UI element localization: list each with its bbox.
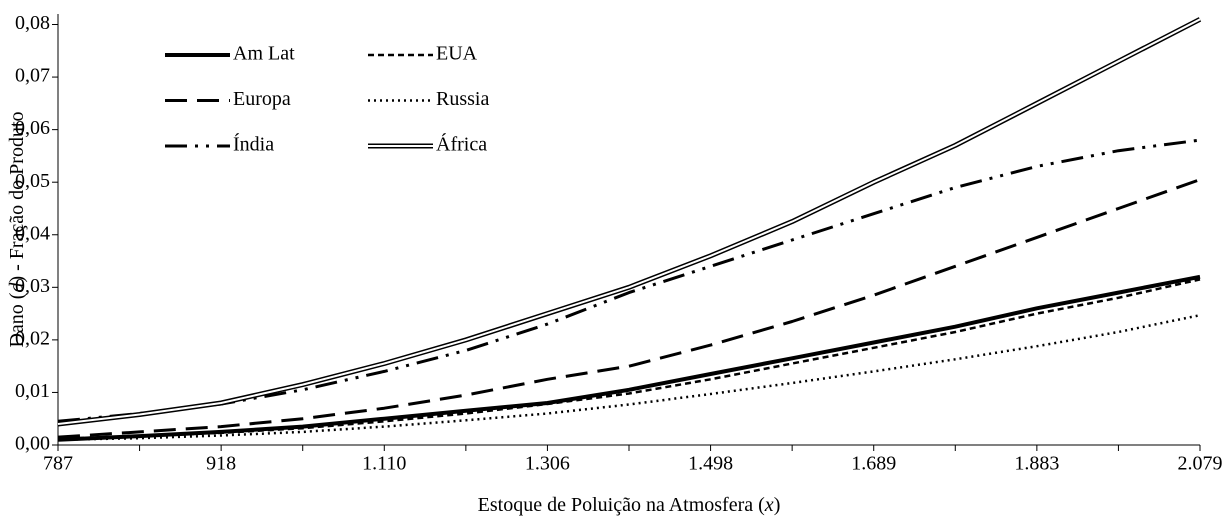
x-axis-label-part: x [764,494,774,516]
y-tick-label: 0,06 [15,117,50,139]
x-tick-label: 918 [206,453,236,475]
legend-label: África [436,133,487,156]
series-line [57,178,1201,439]
y-tick-label: 0,08 [15,12,50,34]
y-axis-label-part: Dano ( [6,292,28,347]
y-tick-label: 0,04 [15,222,50,244]
y-tick-label: 0,07 [15,65,50,87]
x-tick-label: 1.498 [688,453,733,475]
series-line [57,138,1201,423]
x-tick-label: 1.110 [362,453,406,475]
series-line [57,274,1201,442]
y-tick-label: 0,03 [15,275,50,297]
y-tick-label: 0,01 [15,380,50,402]
y-axis-label-part: ) - Fração do Produto [6,111,28,282]
series-line [57,278,1201,440]
series-line [57,313,1201,441]
legend-label: EUA [436,43,478,65]
x-tick-label: 787 [43,453,73,475]
x-tick-label: 2.079 [1178,453,1223,475]
x-tick-label: 1.306 [525,453,570,475]
x-axis-label: Estoque de Poluição na Atmosfera (x) [478,494,781,516]
x-tick-label: 1.883 [1014,453,1059,475]
series-line-inner [57,18,1201,425]
x-axis-label-part: ) [774,494,781,516]
y-axis-label-part: d [6,282,28,293]
y-tick-label: 0,00 [15,433,50,455]
legend-label: Europa [233,88,291,110]
legend-label: Índia [233,133,274,156]
legend-label: Russia [436,88,489,110]
x-tick-label: 1.689 [851,453,896,475]
legend-label: Am Lat [233,43,295,65]
x-axis-label-part: Estoque de Poluição na Atmosfera ( [478,494,765,516]
y-axis-label: Dano (d) - Fração do Produto [6,111,28,347]
y-tick-label: 0,02 [15,327,50,349]
y-tick-label: 0,05 [15,170,50,192]
series-line [57,17,1202,427]
